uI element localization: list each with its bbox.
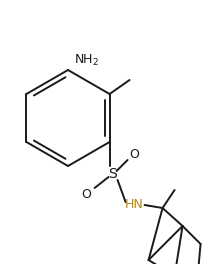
Text: HN: HN [125, 197, 144, 210]
Text: S: S [108, 167, 117, 181]
Text: NH$_2$: NH$_2$ [74, 53, 99, 68]
Text: O: O [82, 188, 92, 201]
Text: O: O [130, 148, 140, 161]
